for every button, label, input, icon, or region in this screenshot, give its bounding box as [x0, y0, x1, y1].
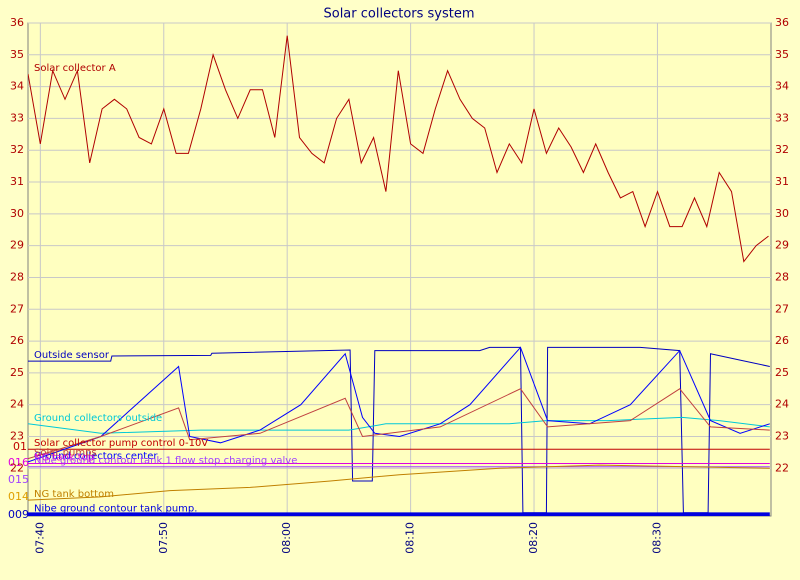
legend-label: Ground collectors center [34, 451, 158, 462]
legend-label: NG tank top [34, 453, 94, 464]
x-tick-label: 07:50 [157, 522, 170, 554]
x-tick-label: 08:10 [404, 522, 417, 554]
legend-label: NG tank bottom [34, 489, 114, 500]
y2-tick-label: 28 [775, 270, 789, 283]
series-line [28, 35, 769, 263]
legend-label: Ground collectors outside [34, 413, 162, 424]
legend-label: Nibe ground contour tank pump. [34, 503, 197, 514]
y-tick-label: 28 [10, 270, 24, 283]
x-tick-label: 07:40 [33, 522, 46, 554]
y2-tick-label: 33 [775, 111, 789, 124]
y2-tick-label: 32 [775, 143, 789, 156]
legend-label: Solar collector A [34, 63, 116, 74]
y2-tick-label: 27 [775, 302, 789, 315]
y-tick-label: 22 [10, 461, 24, 474]
y2-tick-label: 34 [775, 80, 789, 93]
y2-tick-label: 25 [775, 366, 789, 379]
legend-label: Solar pumps [34, 448, 97, 459]
x-tick-label: 08:20 [527, 522, 540, 554]
legend-label: Solar collector pump control 0-10V [34, 438, 208, 449]
legend-label: Nibe ground contour tank 1 flow stop cha… [34, 456, 297, 467]
annotations: 01 016 015 014 009 [8, 440, 29, 521]
y-tick-label: 27 [10, 302, 24, 315]
series-line [28, 464, 770, 501]
y2-tick-label: 29 [775, 239, 789, 252]
y2-tick-label: 36 [775, 16, 789, 29]
y2-tick-label: 23 [775, 429, 789, 442]
y-tick-label: 36 [10, 16, 24, 29]
plot-area [27, 22, 772, 517]
y-tick-label: 31 [10, 175, 24, 188]
y-tick-label: 34 [10, 80, 24, 93]
series-group [28, 35, 770, 516]
annotation: 014 [8, 490, 29, 503]
legend-label: Outside sensor [34, 350, 110, 361]
y2-tick-label: 22 [775, 461, 789, 474]
y-tick-label: 32 [10, 143, 24, 156]
x-tick-label: 08:30 [650, 522, 663, 554]
y-tick-label: 24 [10, 398, 24, 411]
y2-tick-label: 30 [775, 207, 789, 220]
y2-tick-label: 26 [775, 334, 789, 347]
y-tick-label: 23 [10, 429, 24, 442]
y2-tick-label: 31 [775, 175, 789, 188]
y2-tick-label: 24 [775, 398, 789, 411]
y-tick-label: 26 [10, 334, 24, 347]
y2-tick-label: 35 [775, 48, 789, 61]
y-tick-label: 25 [10, 366, 24, 379]
x-tick-label: 08:00 [280, 522, 293, 554]
annotation: 016 [8, 456, 29, 469]
chart-title: Solar collectors system [323, 7, 474, 22]
y-tick-label: 33 [10, 111, 24, 124]
annotation: 009 [8, 508, 29, 521]
annotation: 01 [13, 440, 27, 453]
y-tick-label: 35 [10, 48, 24, 61]
y-tick-label: 30 [10, 207, 24, 220]
series-line [28, 388, 770, 460]
y-tick-label: 29 [10, 239, 24, 252]
annotation: 015 [8, 473, 29, 486]
series-line [28, 416, 770, 434]
